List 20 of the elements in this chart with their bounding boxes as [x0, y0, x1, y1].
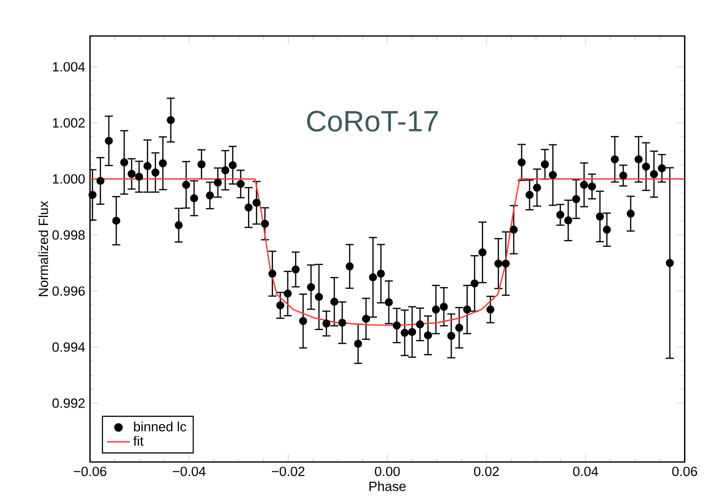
- y-tick-label: 1.002: [52, 118, 85, 128]
- y-tick-label: 0.992: [52, 398, 85, 408]
- y-tick-label: 1.000: [52, 174, 85, 184]
- x-tick-label: −0.04: [172, 466, 206, 476]
- x-tick-label: 0.00: [374, 466, 400, 476]
- x-tick-label: 0.06: [672, 466, 698, 476]
- legend-label: fit: [133, 436, 144, 446]
- y-tick-label: 1.004: [52, 62, 85, 72]
- y-tick-label: 0.998: [52, 230, 85, 240]
- legend-label: binned lc: [134, 422, 186, 432]
- y-axis-title: Normalized Flux: [38, 201, 48, 296]
- x-tick-label: −0.06: [74, 466, 106, 476]
- line-series: [90, 178, 685, 326]
- x-tick-label: −0.02: [272, 466, 304, 476]
- annotation: CoRoT-17: [307, 110, 438, 132]
- x-tick-label: 0.02: [474, 466, 499, 476]
- x-axis-title: Phase: [370, 481, 406, 492]
- y-tick-label: 0.996: [52, 286, 85, 296]
- x-tick-label: 0.04: [573, 466, 598, 476]
- y-tick-label: 0.994: [52, 342, 85, 352]
